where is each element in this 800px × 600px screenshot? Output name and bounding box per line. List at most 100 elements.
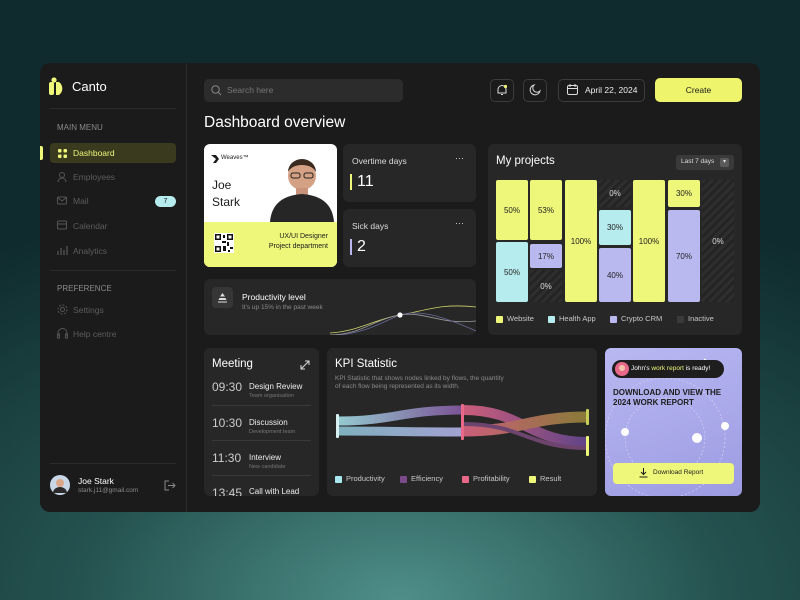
separator — [212, 405, 311, 406]
section-title: PREFERENCE — [57, 284, 112, 293]
legend-swatch — [548, 316, 555, 323]
project-segment: 100% — [633, 180, 665, 302]
legend-swatch — [610, 316, 617, 323]
theme-button[interactable] — [523, 79, 547, 102]
legend-label: Profitability — [473, 474, 510, 483]
stat-label: Sick days — [352, 221, 389, 231]
active-indicator — [40, 146, 43, 160]
legend-swatch — [462, 476, 469, 483]
stat-indicator — [350, 239, 352, 255]
nav-label[interactable]: Employees — [73, 172, 116, 182]
stat-card — [343, 144, 476, 202]
project-segment: 0% — [599, 180, 631, 207]
meeting-time: 09:30 — [212, 380, 243, 394]
notice-part: is ready! — [683, 365, 711, 372]
project-segment: 17% — [530, 244, 562, 268]
productivity-icon — [218, 293, 227, 303]
download-icon — [639, 468, 648, 478]
nav-label[interactable]: Settings — [73, 305, 104, 315]
download-label: Download Report — [653, 469, 704, 476]
notice-avatar — [615, 362, 629, 376]
meeting-name: Interview — [249, 453, 282, 462]
company-logo — [211, 155, 219, 163]
nav-label[interactable]: Calendar — [73, 221, 108, 231]
user-avatar — [50, 475, 70, 495]
legend-label: Efficiency — [411, 474, 443, 483]
meeting-name: Discussion — [249, 418, 288, 427]
legend-swatch — [677, 316, 684, 323]
project-segment: 30% — [599, 210, 631, 245]
legend-swatch — [496, 316, 503, 323]
nav-item-active[interactable] — [50, 143, 176, 163]
productivity-title: Productivity level — [242, 292, 306, 302]
kpi-sankey — [336, 404, 589, 456]
badge: 7 — [155, 196, 176, 207]
legend-swatch — [400, 476, 407, 483]
search-box[interactable] — [204, 79, 403, 102]
meeting-name: Design Review — [249, 382, 303, 391]
meeting-name: Call with Lead — [249, 487, 300, 496]
qr-code — [214, 233, 234, 253]
section-title: MAIN MENU — [57, 123, 103, 132]
legend-label: Productivity — [346, 474, 385, 483]
project-segment: 100% — [565, 180, 597, 302]
report-heading: DOWNLOAD AND VIEW THE 2024 WORK REPORT — [613, 388, 722, 407]
kpi-title: KPI Statistic — [335, 358, 397, 370]
more-button[interactable]: ··· — [455, 218, 464, 228]
user-name: Joe Stark — [78, 476, 114, 486]
stat-card — [343, 209, 476, 267]
report-notice — [612, 360, 724, 378]
range: Last 7 days — [681, 158, 715, 165]
divider — [50, 463, 176, 464]
search-icon — [211, 85, 222, 96]
stat-indicator — [350, 174, 352, 190]
search-placeholder: Search here — [227, 85, 274, 95]
profile-name: Stark — [212, 195, 241, 209]
project-segment: 40% — [599, 248, 631, 302]
report-decoration — [605, 358, 729, 496]
profile-photo — [270, 159, 334, 222]
legend-label: Health App — [559, 314, 596, 323]
date-picker[interactable] — [558, 79, 645, 102]
nav-label[interactable]: Analytics — [73, 246, 108, 256]
date: April 22, 2024 — [585, 85, 638, 95]
meeting-card: Meeting 09:30 Design Review Team organis… — [204, 348, 319, 496]
sidebar-divider — [186, 63, 187, 512]
project-segment: 0% — [530, 270, 562, 302]
nav-label[interactable]: Dashboard — [73, 148, 115, 158]
divider — [50, 108, 176, 109]
logo-icon — [49, 77, 63, 95]
page-title: Dashboard overview — [204, 114, 346, 131]
nav-label[interactable]: Help centre — [73, 329, 117, 339]
logout-icon[interactable] — [164, 480, 176, 491]
role: UX/UI Designer — [279, 233, 328, 240]
expand-icon[interactable] — [300, 360, 310, 370]
kpi-description: KPI Statistic that shows nodes linked by… — [335, 375, 504, 390]
meeting-time: 10:30 — [212, 416, 243, 430]
range-arrow: ▾ — [720, 158, 729, 167]
meeting-time: 11:30 — [212, 451, 242, 465]
nav-icon — [58, 149, 67, 158]
projects-title: My projects — [496, 155, 555, 167]
notification-button[interactable] — [490, 79, 514, 102]
notice-highlight: work report — [651, 365, 684, 372]
divider — [50, 270, 176, 271]
meeting-team: Development team — [249, 429, 296, 435]
create-button[interactable]: Create — [655, 78, 742, 102]
more-button[interactable]: ··· — [455, 153, 464, 163]
nav-label[interactable]: Mail — [73, 196, 89, 206]
separator — [212, 440, 311, 441]
project-segment: 50% — [496, 242, 528, 302]
meeting-team: Team organisation — [249, 393, 294, 399]
legend-label: Website — [507, 314, 534, 323]
legend-swatch — [335, 476, 342, 483]
range-select[interactable] — [676, 155, 734, 170]
separator — [212, 475, 311, 476]
calendar-icon — [567, 84, 578, 95]
brand: Canto — [72, 79, 107, 94]
bell-icon — [497, 84, 508, 95]
moon-icon — [529, 84, 541, 96]
stat-value: 2 — [357, 238, 366, 255]
project-segment: 50% — [496, 180, 528, 240]
